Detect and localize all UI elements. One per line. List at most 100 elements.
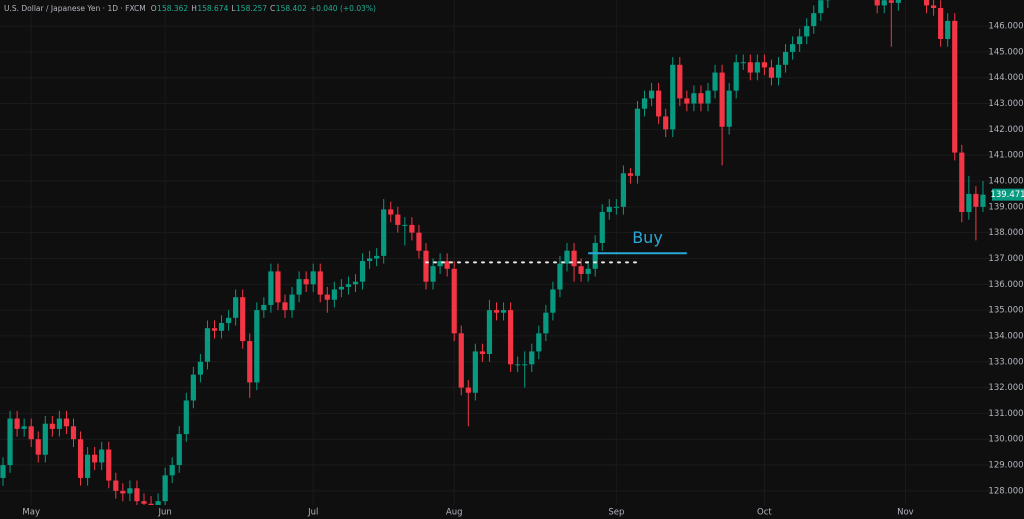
candle-body [99,449,105,463]
candle-body [564,250,570,264]
candle-body [77,439,84,478]
candle-body [486,310,493,355]
candle-body [49,423,55,429]
candle-body [493,310,500,313]
x-tick-label: Jul [307,508,318,518]
candle-body [529,351,535,365]
candle-body [430,266,436,282]
y-tick-label: 140.000 [988,177,1023,187]
axes: 128.000 129.000 130.000 131.000 132.000 133.0… [22,22,1024,518]
candle-body [141,501,147,504]
candle-body [726,90,732,127]
candle-body [359,261,366,282]
candle-body [938,8,944,39]
candle-body [310,271,316,285]
y-tick-label: 139.000 [988,202,1023,212]
y-tick-label: 132.000 [988,383,1023,393]
y-tick-label: 146.000 [988,22,1023,32]
candle-body [85,454,91,478]
ohlc-value: 158.257 [236,4,267,13]
candle-body [515,364,521,366]
y-tick-label: 133.000 [988,357,1023,367]
buy-label: Buy [632,228,663,247]
change-value: +0.040 (+0.03%) [310,4,376,13]
status-line: U.S. Dollar / Japanese Yen · 1D · FXCM O 1… [4,4,376,13]
candle-body [282,302,288,311]
candle-body [367,258,373,262]
y-tick-label: 141.000 [988,151,1023,161]
candle-body [148,503,154,505]
candle-body [923,0,930,6]
candle-body [613,206,619,208]
y-tick-label: 128.000 [988,486,1023,496]
candle-body [656,90,662,117]
candle-body [797,36,803,45]
candle-body [444,261,450,269]
candle-body [21,426,27,429]
candle-body [620,173,626,207]
symbol-title: U.S. Dollar / Japanese Yen · 1D · FXCM [4,4,146,13]
candle-body [761,62,767,68]
candle-body [874,0,880,6]
ohlc-value: 158.402 [276,4,307,13]
candle-body [952,20,958,153]
candle-body [931,5,937,9]
candle-body [585,268,591,274]
candle-body [268,271,274,305]
candle-body [782,51,789,65]
ohlc-key: O [151,4,157,13]
candle-body [747,62,753,73]
candle-body [338,286,344,290]
x-tick-label: Nov [897,508,914,518]
candle-body [790,44,796,52]
ohlc-key: C [270,4,275,13]
candle-body [959,152,965,212]
candle-body [881,0,887,6]
candle-body [458,333,464,388]
y-tick-label: 137.000 [988,254,1023,264]
candle-body [684,98,690,104]
last-price-label: 139.471 [990,190,1024,200]
candle-body [592,242,598,269]
candle-body [233,297,239,318]
y-tick-label: 134.000 [988,331,1023,341]
candle-body [402,224,408,226]
y-tick-label: 129.000 [988,461,1023,471]
candle-body [28,426,34,440]
candle-body [557,263,563,290]
candle-body [980,194,986,207]
candle-body [106,449,112,481]
candle-body [176,434,182,466]
candle-body [550,289,556,313]
candle-body [733,62,739,91]
candle-body [42,423,48,455]
candle-body [226,317,232,324]
candle-body [543,312,549,334]
candle-body [804,26,810,37]
candle-body [416,232,422,251]
candle-body [811,13,817,27]
candle-body [261,304,267,311]
candle-body [409,224,415,233]
candle-body [945,20,951,39]
candle-body [374,255,380,259]
x-tick-label: May [22,508,40,518]
last-price-tag [992,188,1024,201]
candle-body [973,193,979,207]
y-tick-label: 145.000 [988,47,1023,57]
ohlc-value: 158.362 [157,4,188,13]
ohlc-key: H [191,4,197,13]
y-tick-label: 143.000 [988,99,1023,109]
candle-body [479,351,485,355]
candle-body [740,62,746,64]
candle-body [641,98,648,109]
candle-body [183,400,189,435]
candle-body [345,284,352,287]
ohlc-key: L [231,4,236,13]
candle-body [895,0,901,3]
candle-body [317,271,323,295]
candle-body [127,488,133,494]
candle-body [381,209,387,256]
candle-body [169,465,175,476]
candle-body [536,333,542,352]
